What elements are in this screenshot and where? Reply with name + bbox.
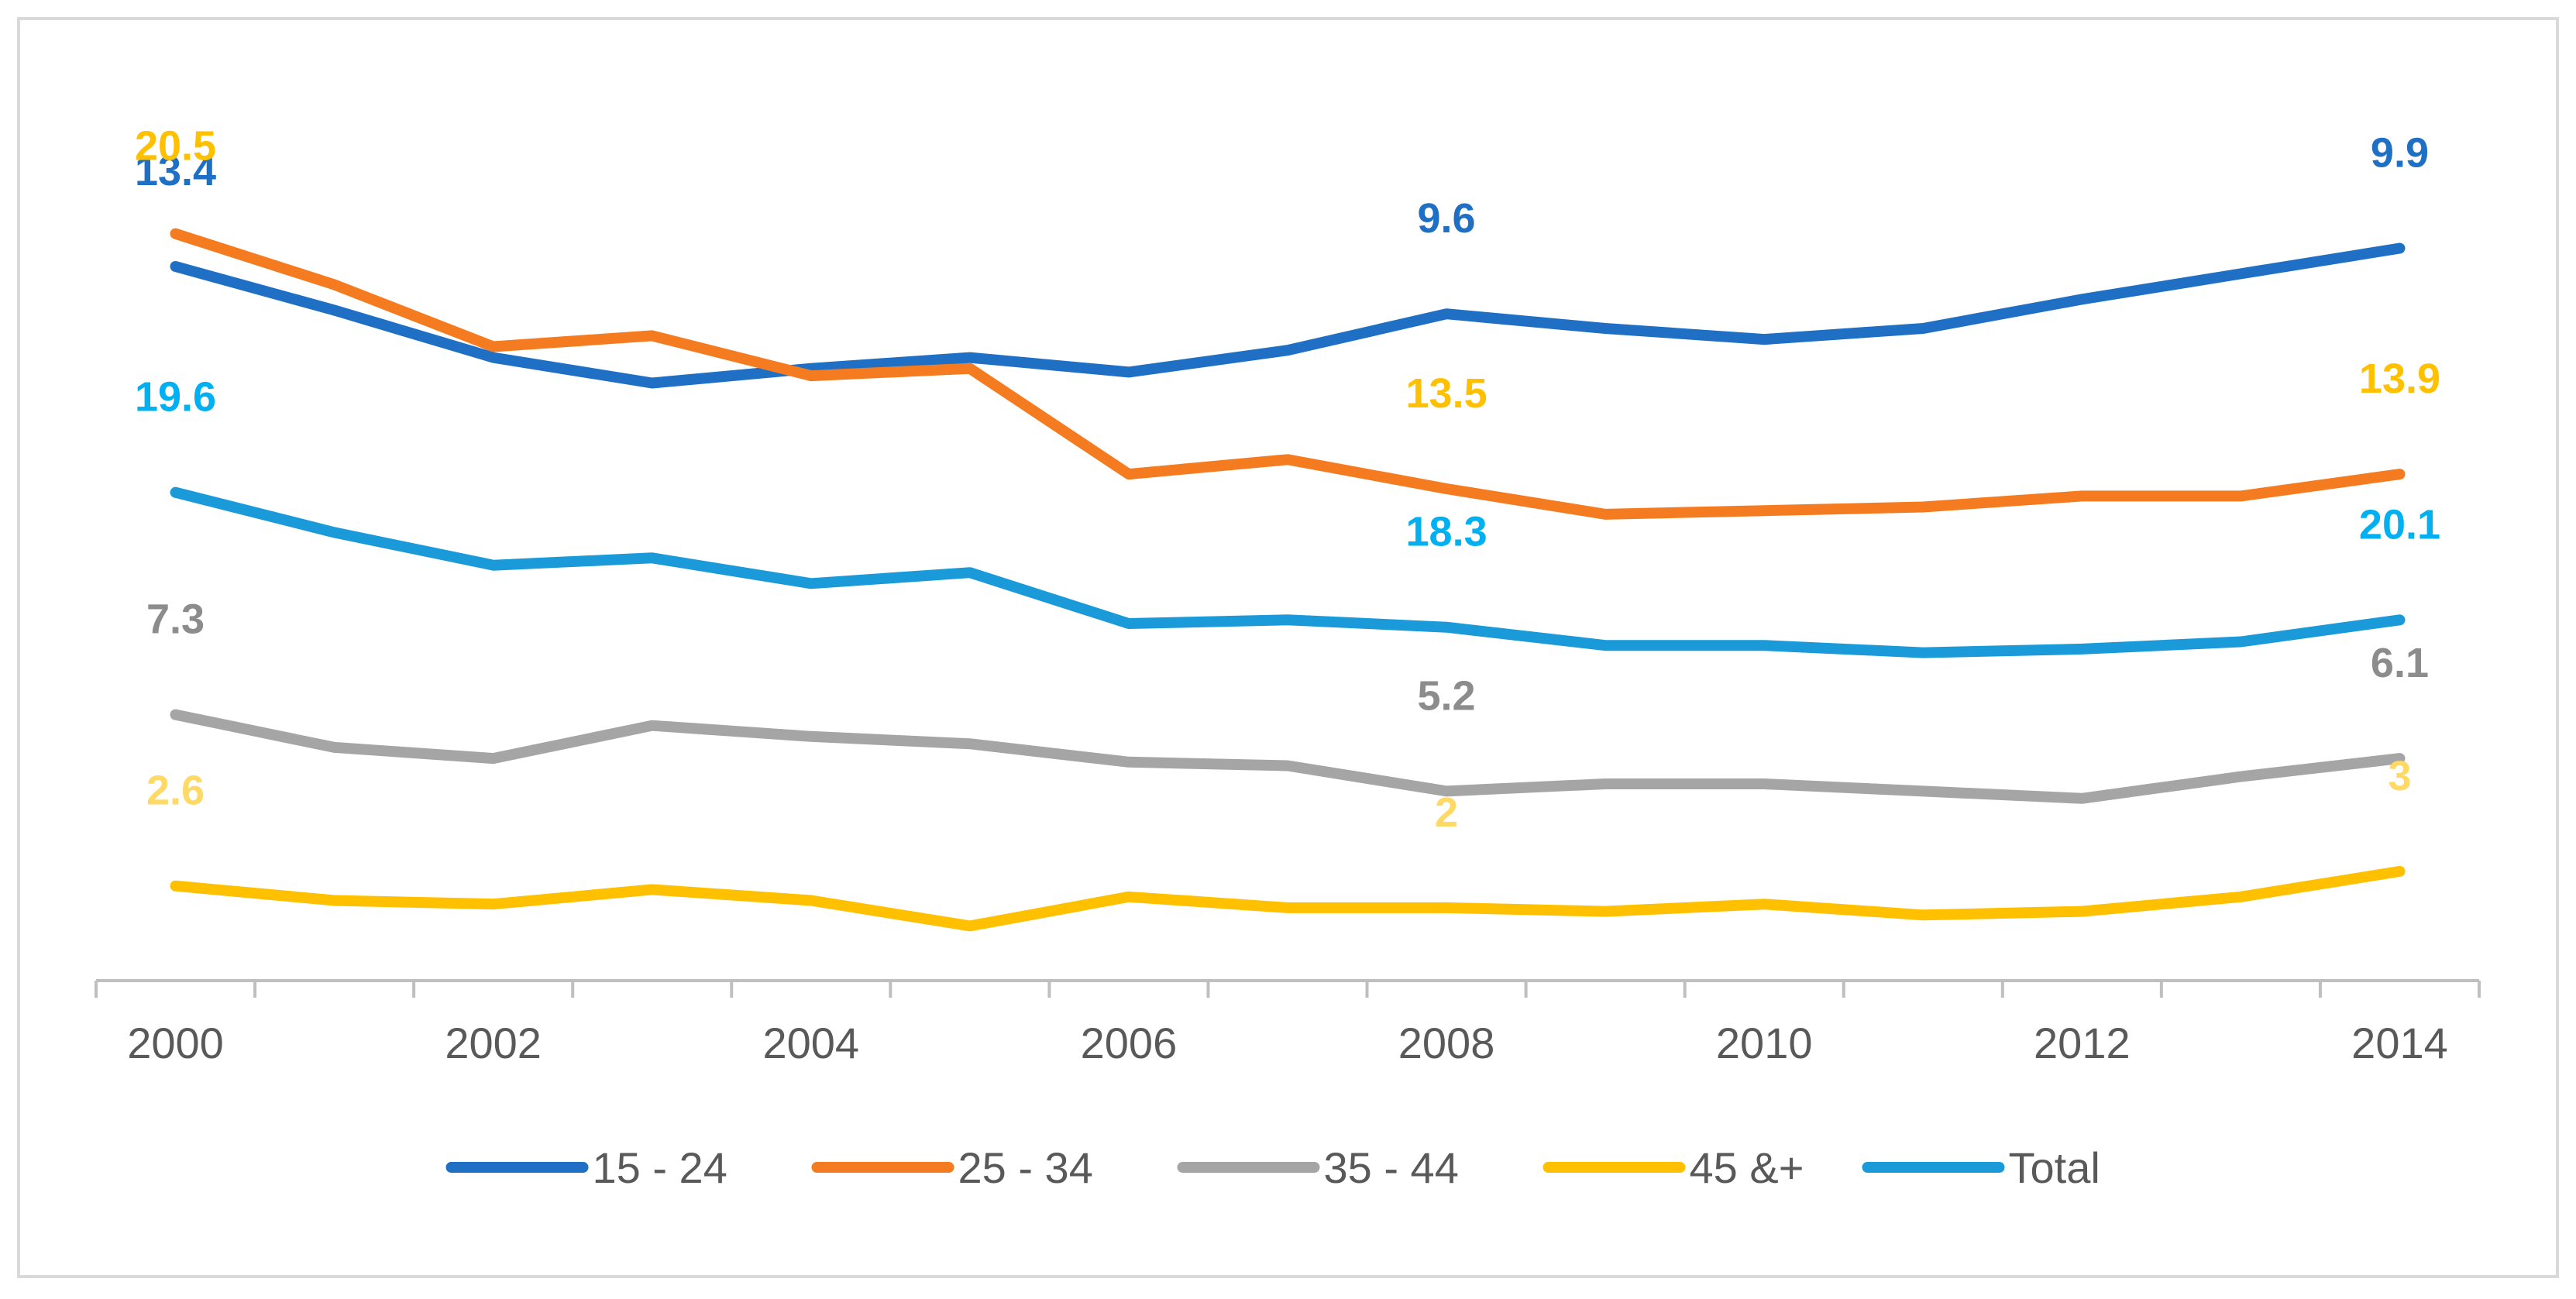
legend-label-1: 15 - 24 [593,1143,727,1192]
legend-label-2: 25 - 34 [958,1143,1093,1192]
x-tick-label: 2008 [1398,1019,1495,1067]
data-label: 13.4 [135,148,216,194]
series-lines [170,228,2406,932]
data-label: 7.3 [146,596,205,643]
x-tick-label: 2010 [1716,1019,1813,1067]
data-label: 6.1 [2371,640,2429,686]
legend-label-5: Total [2009,1143,2100,1192]
x-axis: 2000 2002 2004 2006 2008 2010 2012 2014 [95,979,2481,1067]
data-label: 2.6 [146,768,205,814]
data-label: 13.5 [1406,370,1487,417]
x-tick-label: 2014 [2351,1019,2448,1067]
x-tick-label: 2012 [2034,1019,2131,1067]
series-line-3 [170,709,2406,804]
legend: 15 - 24 25 - 34 35 - 44 45 &+ Total [445,1143,2100,1192]
series-line-2 [170,228,2406,520]
series-line-5 [170,486,2406,658]
data-label: 18.3 [1406,509,1487,555]
data-label: 19.6 [135,374,216,421]
series-line-4 [170,865,2406,932]
series-line-1 [170,242,2406,389]
x-tick-label: 2000 [127,1019,224,1067]
data-label: 20.5 [135,123,216,170]
data-label: 5.2 [1418,672,1476,719]
data-label: 3 [2388,753,2411,799]
legend-label-3: 35 - 44 [1324,1143,1459,1192]
x-tick-label: 2006 [1081,1019,1178,1067]
data-label: 2 [1435,789,1458,836]
data-label: 20.1 [2359,501,2440,548]
legend-label-4: 45 &+ [1690,1143,1804,1192]
data-label: 9.6 [1418,195,1476,242]
data-label: 13.9 [2359,356,2440,402]
x-tick-label: 2002 [445,1019,542,1067]
x-tick-label: 2004 [763,1019,860,1067]
data-labels: 13.4 9.6 9.9 20.5 13.5 13.9 7.3 5.2 6.1 2.6 2 3 19.6… [135,123,2440,836]
data-label: 9.9 [2371,129,2429,176]
